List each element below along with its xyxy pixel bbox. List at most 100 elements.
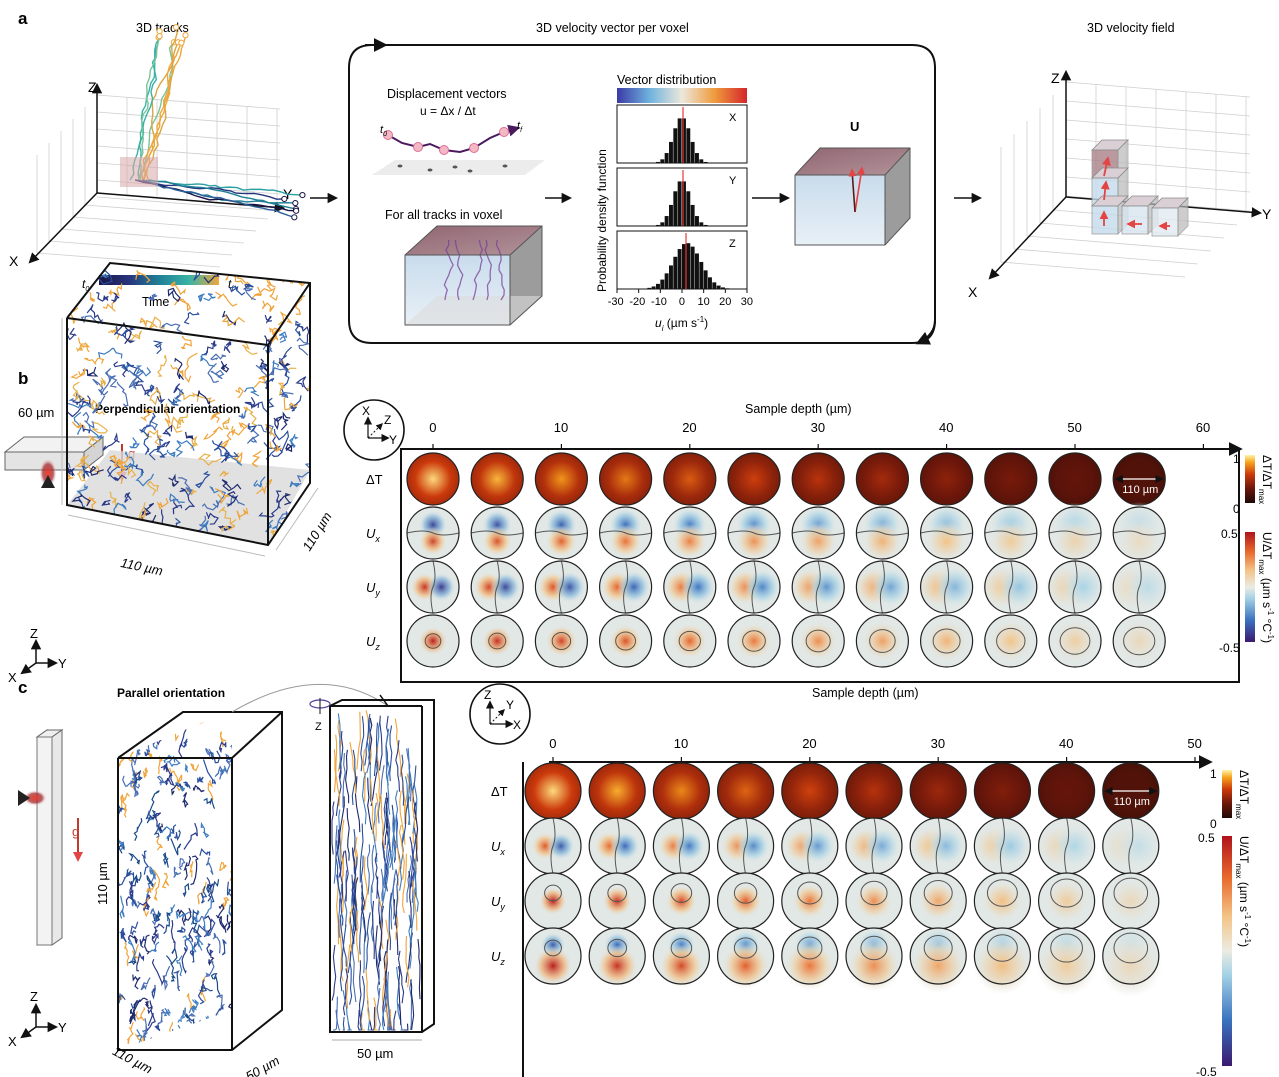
track-line xyxy=(274,823,288,836)
track-line xyxy=(379,868,384,926)
velocity-lobe xyxy=(1036,935,1097,996)
track-line xyxy=(365,912,371,970)
track-line xyxy=(152,910,161,922)
track-line xyxy=(143,934,151,955)
depth-tick-label: 0 xyxy=(549,736,556,751)
track-line xyxy=(245,831,249,850)
track-line xyxy=(169,767,180,785)
track-line xyxy=(67,275,78,298)
track-line xyxy=(351,847,357,902)
track-line xyxy=(362,916,367,974)
contour-line xyxy=(860,935,888,961)
track-line xyxy=(205,512,219,525)
histogram-bar xyxy=(647,287,652,289)
track-line xyxy=(117,458,137,478)
track-line xyxy=(408,871,412,928)
track-line xyxy=(253,476,266,488)
track-line xyxy=(229,285,246,296)
track-line xyxy=(211,440,228,457)
perpendicular-tracks-volume: 60 µm 110 µm 110 µm xyxy=(18,261,335,579)
map-outline xyxy=(534,560,589,614)
track-line xyxy=(360,716,365,772)
track-line xyxy=(371,844,375,893)
velocity-lobe xyxy=(847,939,901,992)
track-line xyxy=(243,833,249,845)
track-line xyxy=(169,493,185,505)
track-line xyxy=(273,415,283,431)
contour-line xyxy=(615,631,637,651)
displacement-point xyxy=(413,142,423,152)
badge-x-c: X xyxy=(513,718,521,732)
track-line xyxy=(254,969,257,982)
depth-tick-label: 40 xyxy=(939,420,953,435)
track-line xyxy=(156,775,167,786)
track-line xyxy=(183,781,191,789)
velocity-lobe xyxy=(744,568,781,606)
track-tf-label: tf xyxy=(517,120,523,134)
track-line xyxy=(166,904,176,922)
track-end-marker xyxy=(178,39,185,46)
track-line xyxy=(366,719,371,774)
track-line xyxy=(403,1023,409,1031)
track-line xyxy=(203,426,223,440)
track-line xyxy=(269,805,273,822)
track-line xyxy=(183,855,192,881)
track-line xyxy=(253,373,267,388)
track-line xyxy=(365,710,372,766)
histogram-bar xyxy=(660,222,665,226)
track-line xyxy=(151,984,156,1000)
track-line xyxy=(142,179,295,218)
track-line xyxy=(179,487,196,511)
track-line xyxy=(162,852,169,868)
track-line xyxy=(127,938,137,962)
track-line xyxy=(135,469,155,487)
histogram-bar xyxy=(695,253,699,289)
track-line xyxy=(244,288,256,301)
track-line xyxy=(182,935,197,953)
temperature-map xyxy=(781,763,838,819)
track-line xyxy=(240,339,258,355)
histogram-bar xyxy=(682,118,686,163)
track-line xyxy=(197,453,222,466)
track-line xyxy=(67,327,77,341)
track-line xyxy=(217,1014,229,1026)
track-line xyxy=(128,437,140,449)
temperature-map xyxy=(407,453,459,505)
track-line xyxy=(128,934,138,944)
displacement-point xyxy=(499,127,509,137)
field-axis-z: Z xyxy=(1051,70,1060,86)
rotation-indicator: Z xyxy=(231,684,390,733)
track-line xyxy=(331,801,335,855)
map-outline xyxy=(727,614,781,668)
track-line xyxy=(165,947,178,965)
contour-line xyxy=(551,632,572,650)
track-line xyxy=(236,891,243,904)
track-line xyxy=(210,353,227,361)
track-line xyxy=(272,1044,283,1051)
track-line xyxy=(128,520,148,529)
histograms: X Y Z -30 -20 -10 0 10 20 30 xyxy=(608,104,753,308)
row-label: Uy xyxy=(366,580,380,598)
depth-tick-label: 0 xyxy=(429,420,436,435)
track-line xyxy=(228,898,232,917)
track-line xyxy=(333,734,338,793)
track-line xyxy=(145,790,160,820)
track-line xyxy=(221,479,242,492)
field-voxel-front xyxy=(1121,205,1149,235)
track-line xyxy=(145,738,154,755)
track-line xyxy=(75,343,88,353)
displacement-formula: u = Δx / Δt xyxy=(420,104,476,118)
track-line xyxy=(388,892,392,951)
track-line xyxy=(215,1018,224,1032)
track-line xyxy=(387,821,393,869)
map-outline xyxy=(663,560,717,614)
track-line xyxy=(142,767,149,779)
track-line xyxy=(242,878,247,896)
pdf-axis-label: Probability density function xyxy=(595,149,609,292)
track-line xyxy=(267,854,275,866)
track-line xyxy=(189,945,196,963)
velocity-lobe xyxy=(792,883,828,919)
track-line xyxy=(147,1005,154,1027)
badge-x: X xyxy=(362,404,370,418)
row-label: Uy xyxy=(491,894,505,912)
